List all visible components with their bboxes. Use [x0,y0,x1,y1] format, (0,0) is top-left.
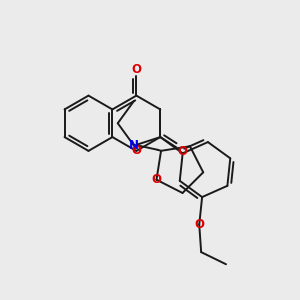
Text: O: O [131,63,141,76]
Text: N: N [129,139,139,152]
Text: O: O [194,218,204,231]
Text: O: O [152,173,161,186]
Text: O: O [177,145,187,158]
Text: O: O [131,144,141,158]
